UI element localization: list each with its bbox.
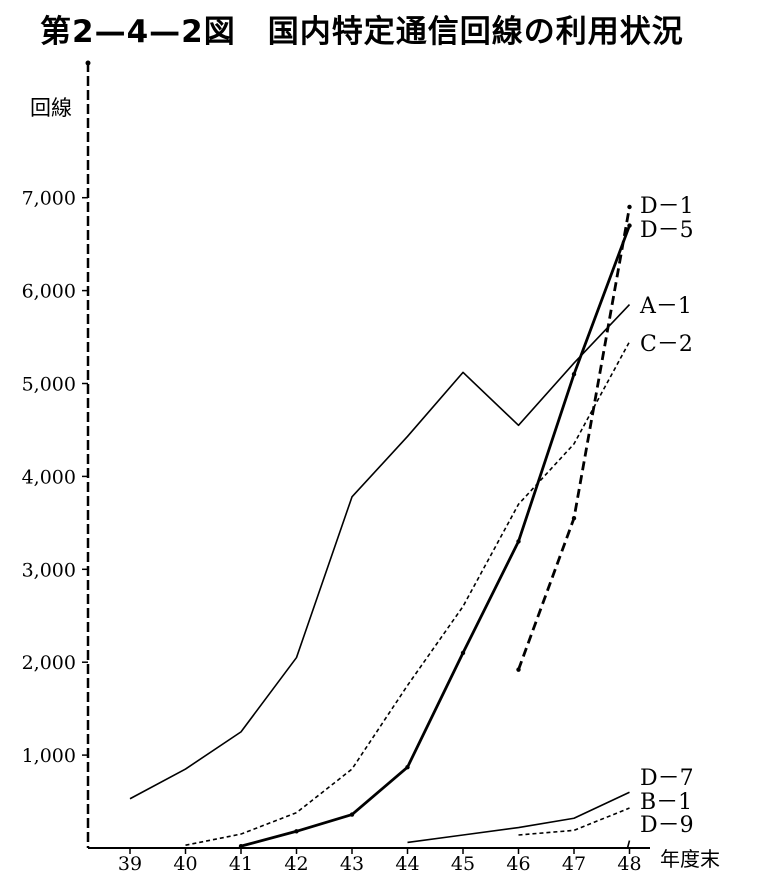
y-tick-label: 6,000 [22, 281, 76, 303]
series-label: D－1 [640, 194, 694, 219]
axes: 1,000 2,000 3,000 4,000 5,000 6,000 7,000 39 40 4… [22, 60, 650, 875]
series-lines [129, 204, 632, 849]
series-point [460, 650, 466, 656]
x-axis-label: 年度末 [660, 847, 720, 871]
y-tick-label: 3,000 [22, 559, 76, 581]
series-label: A－1 [639, 294, 692, 319]
series-label: C－2 [640, 332, 693, 357]
series-labels: A－1 C－2 D－1D－5 D－7B－1D－9 [639, 194, 694, 838]
series-point [571, 372, 577, 377]
x-tick-label: 46 [506, 853, 530, 875]
x-tick-label: 48 [617, 853, 641, 875]
series-point [627, 223, 632, 228]
x-tick-label: 45 [451, 853, 475, 875]
series-label: D－7 [640, 766, 694, 791]
series-line-d7 [407, 791, 630, 844]
series-point [349, 812, 355, 817]
series-line-d9 [626, 840, 631, 849]
series-line-a1 [129, 303, 631, 800]
series-label: D－9 [640, 813, 694, 838]
series-line-d1 [240, 225, 631, 848]
series-point [571, 516, 577, 521]
series-point [294, 829, 299, 834]
series-line-c2 [185, 341, 631, 846]
y-tick-label: 7,000 [22, 188, 76, 210]
series-point [238, 843, 244, 849]
y-tick-label: 2,000 [22, 652, 76, 674]
series-point [516, 539, 521, 544]
series-point [516, 667, 521, 672]
x-tick-label: 40 [173, 853, 197, 875]
series-point [627, 204, 632, 210]
x-tick-label: 39 [118, 853, 142, 875]
x-tick-label: 42 [284, 853, 308, 875]
series-point [405, 764, 410, 770]
x-tick-label: 43 [340, 853, 364, 875]
x-tick-label: 41 [229, 853, 253, 875]
y-tick-label: 5,000 [22, 374, 76, 396]
x-tick-label: 47 [562, 853, 586, 875]
series-label: B－1 [640, 790, 692, 815]
series-line-d5 [517, 206, 631, 671]
series-line-b1 [518, 807, 630, 836]
chart-title: 第2—4—2図 国内特定通信回線の利用状況 [40, 14, 684, 50]
y-axis-top-dot [85, 60, 91, 66]
y-tick-label: 1,000 [22, 745, 76, 767]
x-tick-label: 44 [395, 853, 419, 875]
series-label: D－5 [640, 218, 694, 243]
y-tick-label: 4,000 [22, 466, 76, 488]
y-axis-label: 回線 [30, 96, 72, 120]
